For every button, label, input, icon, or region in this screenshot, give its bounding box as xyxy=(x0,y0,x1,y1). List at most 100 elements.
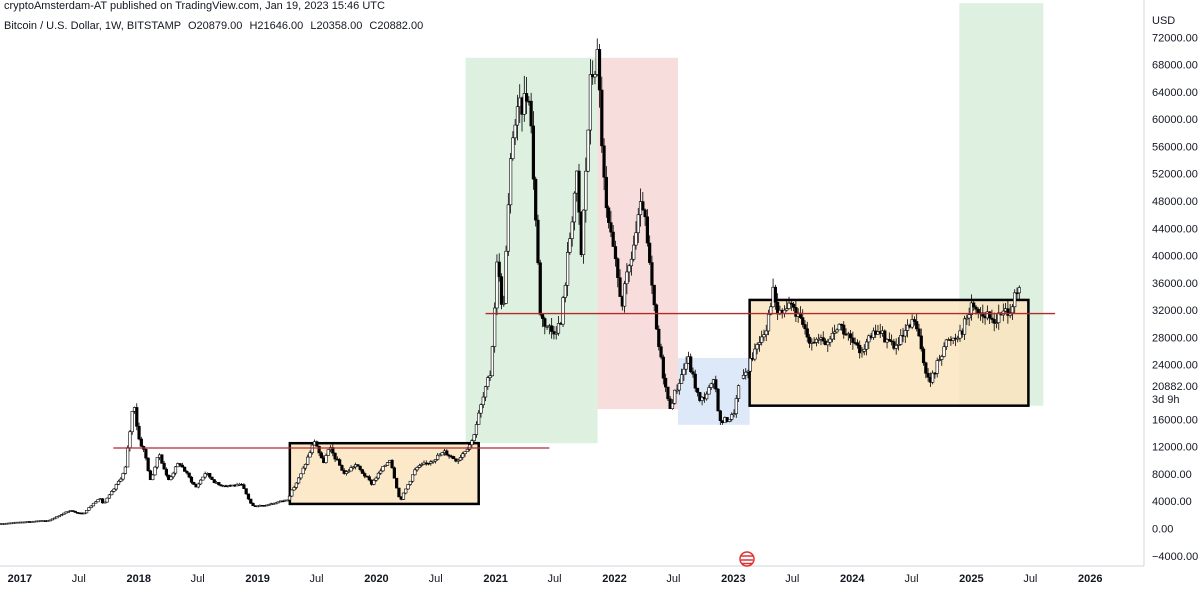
last-price-label: 20882.00 xyxy=(1152,381,1198,393)
price-tick-label: 44000.00 xyxy=(1152,223,1198,235)
candle-248 xyxy=(563,282,567,303)
candle-303 xyxy=(689,353,693,374)
candle-288 xyxy=(654,303,659,330)
projected-candle-55 xyxy=(867,334,871,350)
candle-238 xyxy=(540,313,545,328)
candle-245 xyxy=(556,316,561,336)
candle-139 xyxy=(315,440,319,447)
candle-282 xyxy=(641,191,645,211)
candle-197 xyxy=(447,453,451,459)
candle-293 xyxy=(666,386,670,402)
projected-candle-110 xyxy=(992,312,996,332)
projected-candle-37 xyxy=(826,339,830,352)
projected-candle-29 xyxy=(807,334,812,348)
candle-225 xyxy=(511,131,515,161)
candle-41 xyxy=(91,502,96,507)
candle-87 xyxy=(196,482,200,489)
projected-candle-52 xyxy=(860,347,864,358)
candle-247 xyxy=(561,295,565,328)
candle-279 xyxy=(634,221,638,250)
candle-322 xyxy=(732,409,736,418)
candle-215 xyxy=(488,370,492,381)
candle-287 xyxy=(652,284,656,312)
projected-candle-35 xyxy=(821,331,825,345)
candle-207 xyxy=(470,439,474,448)
event-marker[interactable] xyxy=(739,551,755,567)
candle-299 xyxy=(679,368,684,384)
bar-countdown-label: 3d 9h xyxy=(1152,394,1180,406)
candle-181 xyxy=(410,474,415,483)
candle-53 xyxy=(119,477,123,483)
candle-289 xyxy=(657,325,661,351)
candle-97 xyxy=(219,484,223,487)
projected-candle-7 xyxy=(757,336,762,352)
candle-39 xyxy=(87,507,91,511)
candle-234 xyxy=(531,111,536,190)
projected-candle-94 xyxy=(956,335,960,343)
projected-candle-88 xyxy=(942,342,946,358)
candle-155 xyxy=(351,465,355,470)
projected-candle-120 xyxy=(1015,287,1019,299)
candle-222 xyxy=(504,245,508,304)
candle-211 xyxy=(479,403,483,418)
candle-270 xyxy=(613,240,618,267)
candle-137 xyxy=(310,443,314,455)
projected-candle-99 xyxy=(967,307,971,326)
candle-310 xyxy=(705,391,709,401)
time-tick-label: Jul xyxy=(785,573,799,585)
time-tick-label: Jul xyxy=(72,573,86,585)
projected-candle-87 xyxy=(940,354,944,366)
candle-62 xyxy=(139,436,143,447)
projected-candle-100 xyxy=(969,294,974,321)
candle-235 xyxy=(534,176,538,227)
candle-220 xyxy=(499,273,504,310)
projected-candle-33 xyxy=(817,333,821,344)
projected-candle-109 xyxy=(990,309,994,324)
candle-136 xyxy=(308,450,312,458)
candle-64 xyxy=(144,448,148,461)
candle-269 xyxy=(611,225,615,247)
candle-300 xyxy=(682,363,686,381)
candle-72 xyxy=(162,460,166,470)
candle-128 xyxy=(290,489,294,498)
projected-candle-112 xyxy=(997,304,1001,330)
candle-68 xyxy=(153,465,157,476)
price-tick-label: 0.00 xyxy=(1152,523,1173,535)
candle-132 xyxy=(299,473,303,480)
projected-candle-66 xyxy=(892,338,896,351)
candle-237 xyxy=(538,259,542,317)
candle-80 xyxy=(180,462,184,468)
candle-52 xyxy=(116,479,121,486)
time-tick-label: 2025 xyxy=(959,573,983,585)
price-tick-label: 40000.00 xyxy=(1152,251,1198,263)
time-tick-label: Jul xyxy=(666,573,680,585)
candle-23 xyxy=(50,518,55,521)
time-tick-label: Jul xyxy=(904,573,918,585)
time-axis[interactable]: 2017 Jul 2018 Jul 2019 Jul 2020 Jul 2021 Jul 2022 J… xyxy=(8,573,1103,585)
candle-254 xyxy=(577,163,581,225)
candle-61 xyxy=(137,422,141,441)
candle-107 xyxy=(242,483,246,490)
projected-candle-68 xyxy=(896,337,901,351)
candle-94 xyxy=(212,479,216,484)
candle-69 xyxy=(155,457,159,470)
projected-candle-48 xyxy=(851,331,855,350)
candle-131 xyxy=(297,477,301,485)
candle-230 xyxy=(522,75,526,122)
candle-133 xyxy=(301,465,305,475)
projected-candle-118 xyxy=(1010,303,1015,320)
time-tick-label: 2024 xyxy=(840,573,865,585)
price-axis[interactable]: USD −4000.00 0.00 4000.00 8000.00 12000.00 160… xyxy=(1152,15,1198,563)
candle-157 xyxy=(356,464,360,467)
candle-160 xyxy=(363,471,367,479)
candle-79 xyxy=(178,463,182,467)
candle-75 xyxy=(169,475,173,481)
candle-82 xyxy=(185,470,189,475)
candle-193 xyxy=(438,453,442,457)
candle-152 xyxy=(344,470,349,476)
candle-169 xyxy=(383,464,387,467)
projected-candle-53 xyxy=(862,344,866,356)
projected-candle-101 xyxy=(972,300,976,311)
candle-49 xyxy=(110,490,114,496)
